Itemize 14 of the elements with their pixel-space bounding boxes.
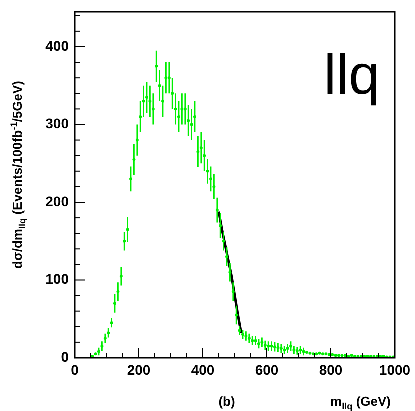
annotation: llq [324,43,380,106]
x-tick-label: 200 [127,362,151,378]
y-axis-title: dσ/dmllq (Events/100fb-1/5GeV) [8,81,28,269]
y-tick-label: 400 [46,38,70,54]
y-tick-label: 100 [46,271,70,288]
y-tick-label: 300 [46,116,70,132]
y-tick-label: 0 [61,348,70,365]
x-tick-label: 600 [255,362,279,378]
x-tick-label: 400 [191,362,215,378]
x-tick-label: 800 [319,362,343,378]
x-tick-label: 0 [71,362,80,378]
y-tick-label: 200 [46,193,70,210]
x-tick-label: 1000 [379,362,411,378]
text: (b) [218,394,236,409]
